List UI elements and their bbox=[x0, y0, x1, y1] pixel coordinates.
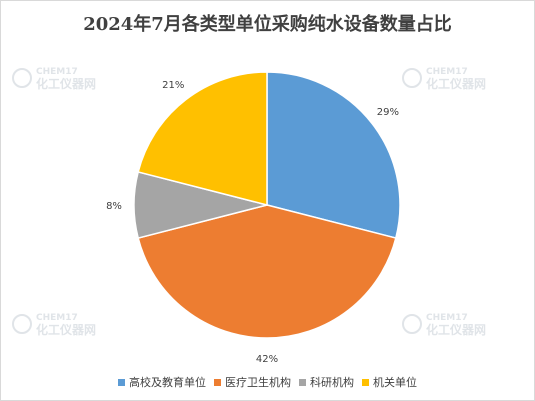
svg-text:化工仪器网: 化工仪器网 bbox=[36, 76, 96, 91]
legend-label: 机关单位 bbox=[373, 376, 417, 389]
pie-data-label-3: 8% bbox=[106, 201, 122, 212]
pie-slices bbox=[133, 71, 401, 339]
pie-data-label-1: 29% bbox=[377, 107, 399, 118]
pie-data-label-2: 42% bbox=[256, 354, 278, 365]
legend-swatch bbox=[214, 378, 221, 386]
svg-text:化工仪器网: 化工仪器网 bbox=[36, 322, 96, 337]
legend-item-3: 科研机构 bbox=[299, 374, 354, 390]
legend-swatch bbox=[299, 378, 306, 386]
legend-swatch bbox=[118, 378, 125, 386]
legend-item-2: 医疗卫生机构 bbox=[214, 374, 291, 390]
svg-text:化工仪器网: 化工仪器网 bbox=[426, 322, 486, 337]
svg-text:CHEM17: CHEM17 bbox=[36, 313, 78, 323]
watermark-logo-icon bbox=[12, 68, 32, 88]
pie-slice-1 bbox=[266, 71, 401, 239]
chart-title: 2024年7月各类型单位采购纯水设备数量占比 bbox=[83, 14, 452, 35]
pie-slice-4 bbox=[137, 71, 268, 206]
watermark-logo-icon bbox=[402, 314, 422, 334]
pie-slice-2 bbox=[137, 204, 397, 339]
svg-text:CHEM17: CHEM17 bbox=[426, 67, 468, 77]
svg-text:CHEM17: CHEM17 bbox=[36, 67, 78, 77]
legend-label: 科研机构 bbox=[310, 376, 354, 389]
legend-item-4: 机关单位 bbox=[362, 374, 417, 390]
legend-swatch bbox=[362, 378, 369, 386]
svg-text:CHEM17: CHEM17 bbox=[426, 313, 468, 323]
legend-item-1: 高校及教育单位 bbox=[118, 374, 206, 390]
svg-text:化工仪器网: 化工仪器网 bbox=[426, 76, 486, 91]
watermark-logo-icon bbox=[402, 68, 422, 88]
pie-data-label-4: 21% bbox=[162, 80, 184, 91]
legend-label: 医疗卫生机构 bbox=[225, 376, 291, 389]
pie-labels: 29% 42% 8% 21% bbox=[106, 80, 399, 365]
watermark-logo-icon bbox=[12, 314, 32, 334]
legend-label: 高校及教育单位 bbox=[129, 376, 206, 389]
chart-legend: 高校及教育单位 医疗卫生机构 科研机构 机关单位 bbox=[0, 374, 535, 390]
